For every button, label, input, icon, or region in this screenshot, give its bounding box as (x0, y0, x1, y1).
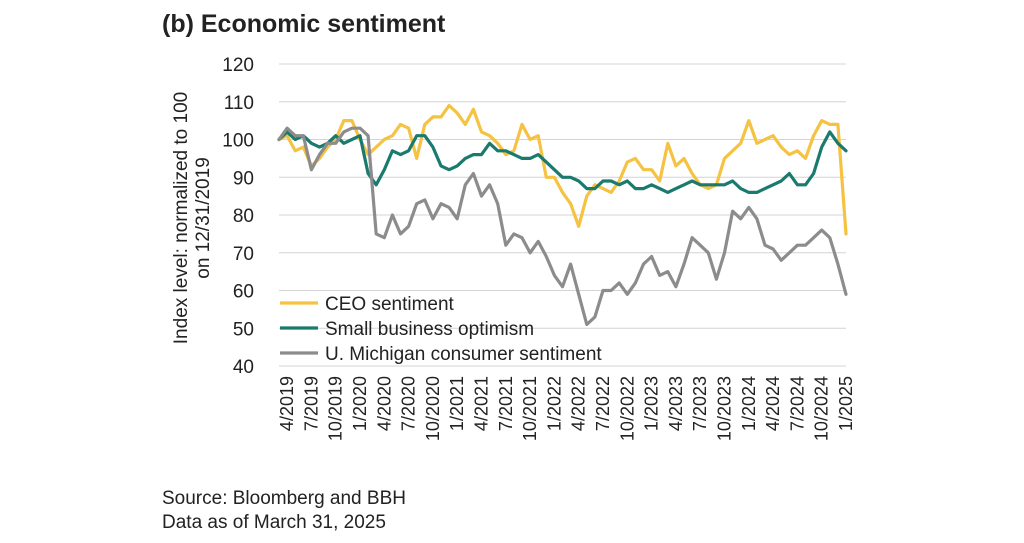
x-tick-label: 4/2019 (277, 376, 297, 431)
x-tick-label: 4/2020 (374, 376, 394, 431)
x-tick-label: 7/2023 (690, 376, 710, 431)
y-axis-label-line2: on 12/31/2019 (193, 157, 214, 279)
y-tick-label: 100 (222, 131, 254, 152)
legend-label-1: CEO sentiment (325, 294, 455, 315)
y-tick-label: 120 (222, 55, 254, 76)
x-tick-label: 10/2022 (617, 376, 637, 441)
x-tick-label: 7/2022 (593, 376, 613, 431)
y-axis-label: Index level: normalized to 100on 12/31/2… (171, 92, 214, 344)
y-tick-label: 90 (233, 168, 254, 189)
series-line-1 (277, 103, 848, 236)
x-tick-label: 4/2023 (666, 376, 686, 431)
x-tick-label: 10/2021 (520, 376, 540, 441)
x-tick-label: 1/2020 (350, 376, 370, 431)
x-tick-label: 7/2020 (399, 376, 419, 431)
x-axis-ticks: 4/2019 7/2019 10/2019 1/2020 4/2020 7/2020 10/… (277, 376, 856, 441)
x-tick-label: 1/2021 (447, 376, 467, 431)
legend-label-3: U. Michigan consumer sentiment (325, 344, 602, 365)
x-tick-label: 10/2023 (715, 376, 735, 441)
y-axis-ticks: 40 50 60 70 80 90 100 110 120 (222, 55, 254, 378)
x-tick-label: 1/2024 (739, 376, 759, 431)
x-tick-label: 4/2022 (569, 376, 589, 431)
x-tick-label: 7/2024 (787, 376, 807, 431)
y-tick-label: 110 (224, 93, 254, 114)
x-tick-label: 7/2019 (301, 376, 321, 431)
y-tick-label: 40 (233, 357, 254, 378)
chart-title: (b) Economic sentiment (162, 10, 446, 38)
series-line-2 (277, 130, 848, 194)
legend: CEO sentiment Small business optimism U. M… (280, 294, 602, 365)
series-lines (277, 103, 848, 327)
x-tick-label: 1/2025 (836, 376, 856, 431)
y-tick-label: 70 (233, 244, 254, 265)
series-line-3 (277, 126, 848, 327)
x-tick-label: 4/2024 (763, 376, 783, 431)
economic-sentiment-chart: 40 50 60 70 80 90 100 110 120 Index level: norma… (171, 55, 856, 441)
y-tick-label: 80 (233, 206, 254, 227)
source-note: Source: Bloomberg and BBH (162, 488, 406, 509)
x-tick-label: 1/2022 (544, 376, 564, 431)
y-axis-label-line1: Index level: normalized to 100 (171, 92, 192, 344)
x-tick-label: 7/2021 (496, 376, 516, 431)
x-tick-label: 10/2019 (326, 376, 346, 441)
data-date-note: Data as of March 31, 2025 (162, 512, 386, 533)
x-tick-label: 10/2020 (423, 376, 443, 441)
x-tick-label: 1/2023 (642, 376, 662, 431)
y-tick-label: 50 (233, 319, 254, 340)
x-tick-label: 10/2024 (812, 376, 832, 441)
legend-label-2: Small business optimism (325, 319, 534, 340)
x-tick-label: 4/2021 (472, 376, 492, 431)
y-tick-label: 60 (233, 282, 254, 303)
